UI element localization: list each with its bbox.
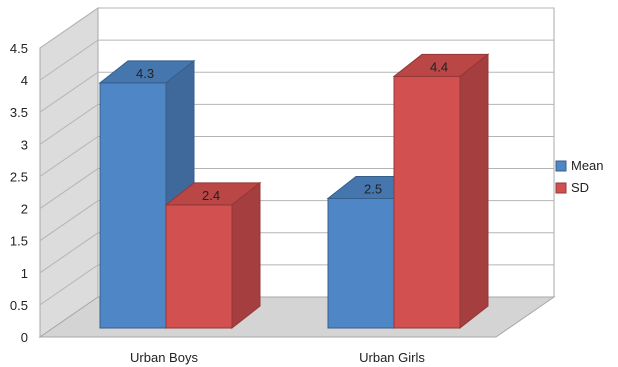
y-tick-label: 2 xyxy=(21,202,28,217)
y-tick-label: 4.5 xyxy=(10,41,28,56)
bars: 4.3 2.4 2.5 4.4 xyxy=(98,53,490,330)
y-tick-label: 2.5 xyxy=(10,169,28,184)
bar-front xyxy=(327,197,395,329)
x-category-label: Urban Boys xyxy=(130,350,198,365)
x-category-label: Urban Girls xyxy=(359,350,425,365)
legend: Mean SD xyxy=(555,158,604,195)
y-tick-label: 0.5 xyxy=(10,298,28,313)
legend-label: Mean xyxy=(571,158,604,173)
bar-front xyxy=(99,82,167,329)
legend-item-mean: Mean xyxy=(555,158,604,173)
x-axis-categories: Urban Boys Urban Girls xyxy=(130,350,425,365)
bar-sd-urban-girls: 4.4 xyxy=(392,53,490,330)
side-wall xyxy=(39,7,99,338)
bar-sd-urban-boys: 2.4 xyxy=(164,181,262,330)
bar-front xyxy=(393,75,461,329)
y-axis-ticks: 0 0.5 1 1.5 2 2.5 3 3.5 4 4.5 xyxy=(10,41,28,345)
data-label: 4.3 xyxy=(136,66,154,81)
data-label: 2.5 xyxy=(364,181,382,196)
bar-side xyxy=(459,53,489,330)
bar-front xyxy=(165,204,233,329)
y-tick-label: 3 xyxy=(21,137,28,152)
legend-label: SD xyxy=(571,180,589,195)
data-label: 2.4 xyxy=(202,188,220,203)
y-tick-label: 1.5 xyxy=(10,234,28,249)
legend-swatch xyxy=(555,182,567,194)
y-tick-label: 3.5 xyxy=(10,105,28,120)
data-label: 4.4 xyxy=(430,59,448,74)
gridline xyxy=(39,39,554,81)
bar-side xyxy=(231,181,261,330)
y-tick-label: 1 xyxy=(21,266,28,281)
legend-swatch xyxy=(555,160,567,172)
y-tick-label: 0 xyxy=(21,330,28,345)
legend-item-sd: SD xyxy=(555,180,589,195)
y-tick-label: 4 xyxy=(21,73,28,88)
gridline xyxy=(39,7,554,49)
